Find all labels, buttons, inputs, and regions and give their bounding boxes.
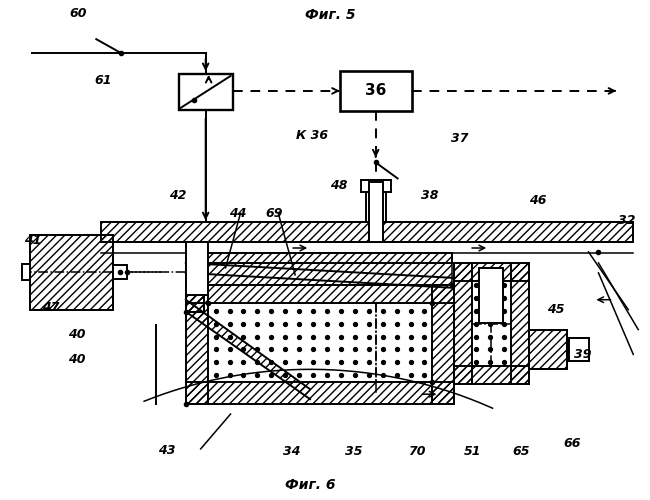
Bar: [529, 330, 567, 370]
Bar: [511, 263, 529, 384]
Bar: [21, 264, 30, 280]
Text: К 36: К 36: [296, 128, 328, 141]
Text: 35: 35: [345, 446, 363, 458]
Text: 51: 51: [464, 446, 482, 458]
Bar: [569, 338, 588, 361]
Text: 37: 37: [451, 132, 469, 145]
Text: 42: 42: [169, 189, 187, 202]
Bar: [101, 222, 633, 242]
Text: 40: 40: [68, 328, 86, 341]
Text: Фиг. 6: Фиг. 6: [285, 478, 335, 492]
Text: Фиг. 5: Фиг. 5: [305, 8, 355, 22]
Text: 32: 32: [618, 214, 636, 226]
Bar: [179, 74, 233, 110]
Text: 65: 65: [512, 446, 530, 458]
Text: 45: 45: [547, 303, 564, 316]
Bar: [366, 180, 385, 222]
Text: 44: 44: [229, 206, 246, 220]
Bar: [454, 366, 529, 384]
Text: 46: 46: [529, 194, 547, 207]
Text: 69: 69: [265, 206, 283, 220]
Bar: [186, 285, 454, 302]
Bar: [186, 242, 203, 250]
Text: 48: 48: [330, 179, 348, 192]
Text: 61: 61: [94, 74, 112, 88]
Text: 38: 38: [421, 189, 439, 202]
Bar: [186, 285, 207, 404]
Bar: [30, 235, 113, 310]
Bar: [432, 285, 454, 404]
Text: 34: 34: [283, 446, 301, 458]
Text: 36: 36: [365, 84, 386, 98]
Bar: [454, 263, 472, 384]
Bar: [186, 382, 454, 404]
Bar: [186, 242, 207, 294]
Bar: [369, 182, 383, 242]
Text: 40: 40: [68, 353, 86, 366]
Bar: [454, 263, 529, 281]
Text: 41: 41: [23, 234, 41, 246]
Bar: [340, 71, 411, 111]
Text: 47: 47: [42, 301, 59, 314]
Text: 66: 66: [564, 438, 581, 450]
Text: 39: 39: [573, 348, 591, 361]
Text: 60: 60: [70, 7, 87, 20]
Text: 70: 70: [408, 446, 425, 458]
Text: 43: 43: [158, 444, 176, 458]
Bar: [186, 252, 203, 312]
Bar: [361, 180, 391, 192]
Bar: [113, 265, 127, 279]
Bar: [479, 268, 503, 322]
